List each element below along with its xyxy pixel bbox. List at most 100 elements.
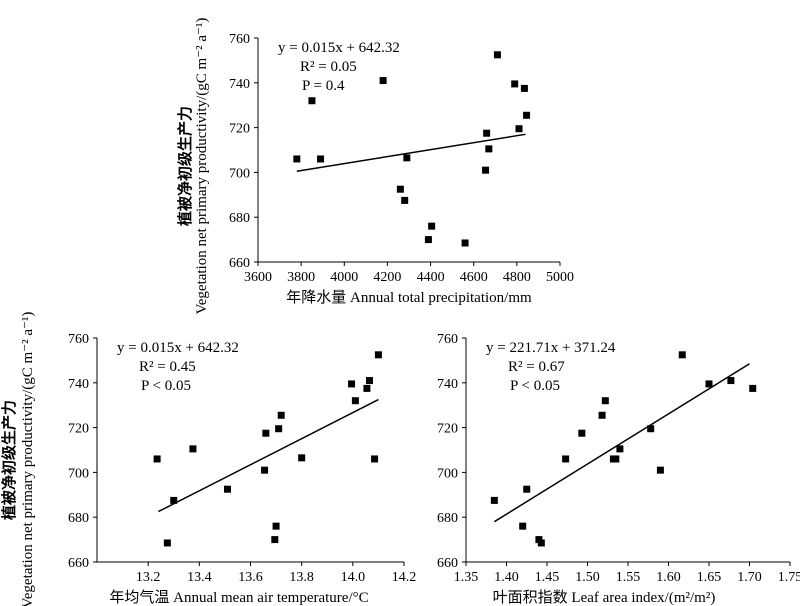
temperature-chart: 660 680 700 720 740 760 13.2 13.4 13.6 13.8 14.0 14…	[68, 332, 416, 585]
lai-x-tick-label: 1.50	[575, 570, 600, 585]
temperature-data-point	[272, 522, 280, 530]
precipitation-x-tick-label: 3800	[287, 270, 315, 285]
precipitation-data-point	[403, 154, 411, 162]
temperature-data-point	[374, 351, 382, 359]
temperature-data-point	[189, 445, 197, 453]
temperature-y-tick-label: 760	[68, 332, 89, 347]
temperature-y-label-zh: 植被净初级生产力	[0, 400, 18, 520]
precipitation-data-point	[515, 125, 523, 133]
precipitation-data-point	[428, 222, 436, 230]
lai-chart: 660 680 700 720 740 760 1.35 1.40 1.45 1.50 1.55 1.…	[437, 332, 800, 585]
temperature-y-tick-label: 740	[68, 377, 89, 392]
precipitation-x-tick-label: 3600	[244, 270, 272, 285]
lai-data-point	[537, 539, 545, 547]
temperature-x-label: 年均气温 Annual mean air temperature/°C	[109, 589, 368, 606]
lai-data-point	[705, 380, 713, 388]
lai-y-tick-label: 720	[437, 422, 458, 437]
lai-x-tick-label: 1.45	[535, 570, 560, 585]
lai-data-point	[523, 485, 531, 493]
precipitation-data-point	[461, 239, 469, 247]
temperature-data-point	[363, 384, 371, 392]
lai-data-point	[616, 445, 624, 453]
lai-y-tick-label: 760	[437, 332, 458, 347]
lai-x-tick-label: 1.70	[737, 570, 762, 585]
precipitation-x-tick-label: 4800	[503, 270, 531, 285]
precipitation-y-label-zh: 植被净初级生产力	[176, 106, 194, 226]
precipitation-data-point	[379, 77, 387, 85]
temperature-data-point	[275, 425, 283, 433]
precipitation-data-point	[511, 80, 519, 88]
lai-y-tick-label: 700	[437, 466, 458, 481]
temperature-x-tick-label: 14.0	[341, 570, 366, 585]
temperature-annotation-line: y = 0.015x + 642.32	[117, 340, 239, 356]
precipitation-data-point	[424, 236, 432, 244]
precipitation-x-tick-label: 4400	[417, 270, 445, 285]
temperature-y-tick-label: 700	[68, 466, 89, 481]
temperature-data-point	[223, 485, 231, 493]
precipitation-x-tick-label: 4600	[460, 270, 488, 285]
precipitation-y-tick-label: 700	[229, 166, 250, 181]
temperature-data-point	[271, 536, 279, 544]
precipitation-x-tick-label: 4200	[373, 270, 401, 285]
lai-annotation-line: R² = 0.67	[508, 359, 565, 375]
precipitation-data-point	[396, 185, 404, 193]
lai-data-point	[727, 377, 735, 385]
lai-data-point	[562, 455, 570, 463]
precipitation-chart: 660 680 700 720 740 760 3600 3800 4000 4200 4400 46…	[229, 32, 574, 285]
lai-x-tick-label: 1.40	[494, 570, 519, 585]
precipitation-data-point	[401, 196, 409, 204]
lai-x-tick-label: 1.35	[454, 570, 479, 585]
temperature-data-point	[163, 539, 171, 547]
precipitation-y-tick-label: 720	[229, 122, 250, 137]
temperature-y-tick-label: 720	[68, 422, 89, 437]
temperature-y-tick-label: 660	[68, 556, 89, 571]
lai-data-point	[598, 411, 606, 419]
lai-data-point	[749, 384, 757, 392]
lai-trend-line	[493, 363, 750, 523]
temperature-data-point	[371, 455, 379, 463]
lai-data-point	[601, 397, 609, 405]
lai-x-tick-label: 1.75	[778, 570, 800, 585]
precipitation-y-tick-label: 660	[229, 256, 250, 271]
precipitation-data-point	[520, 84, 528, 92]
precipitation-y-tick-label: 680	[229, 211, 250, 226]
temperature-data-point	[348, 380, 356, 388]
temperature-data-point	[170, 496, 178, 504]
temperature-trend-line	[158, 398, 379, 513]
lai-x-tick-label: 1.55	[616, 570, 641, 585]
precipitation-annotation-line: R² = 0.05	[300, 59, 357, 75]
precipitation-annotation-line: P = 0.4	[302, 78, 345, 94]
precipitation-y-tick-label: 760	[229, 32, 250, 47]
temperature-x-tick-label: 13.8	[289, 570, 314, 585]
precipitation-data-point	[485, 145, 493, 153]
lai-annotation-line: y = 221.71x + 371.24	[486, 340, 616, 356]
precipitation-data-point	[317, 155, 325, 163]
temperature-data-point	[277, 411, 285, 419]
precipitation-data-point	[493, 51, 501, 59]
precipitation-data-point	[293, 155, 301, 163]
temperature-data-point	[351, 397, 359, 405]
temperature-data-point	[365, 377, 373, 385]
temperature-x-tick-label: 14.2	[392, 570, 417, 585]
lai-data-point	[578, 429, 586, 437]
precipitation-x-tick-label: 5000	[546, 270, 574, 285]
lai-annotation-line: P < 0.05	[510, 378, 560, 394]
lai-data-point	[490, 496, 498, 504]
temperature-y-tick-label: 680	[68, 511, 89, 526]
temperature-data-point	[262, 429, 270, 437]
precipitation-x-label: 年降水量 Annual total precipitation/mm	[286, 289, 532, 306]
lai-x-tick-label: 1.65	[697, 570, 722, 585]
precipitation-data-point	[523, 111, 531, 119]
temperature-data-point	[298, 454, 306, 462]
lai-data-point	[678, 351, 686, 359]
temperature-x-tick-label: 13.2	[136, 570, 161, 585]
precipitation-y-tick-label: 740	[229, 77, 250, 92]
temperature-annotation-line: P < 0.05	[141, 378, 191, 394]
lai-data-point	[519, 522, 527, 530]
lai-x-label: 叶面积指数 Leaf area index/(m²/m²)	[493, 589, 716, 606]
lai-x-tick-label: 1.60	[656, 570, 681, 585]
precipitation-x-tick-label: 4000	[330, 270, 358, 285]
temperature-data-point	[261, 466, 269, 474]
precipitation-data-point	[482, 166, 490, 174]
